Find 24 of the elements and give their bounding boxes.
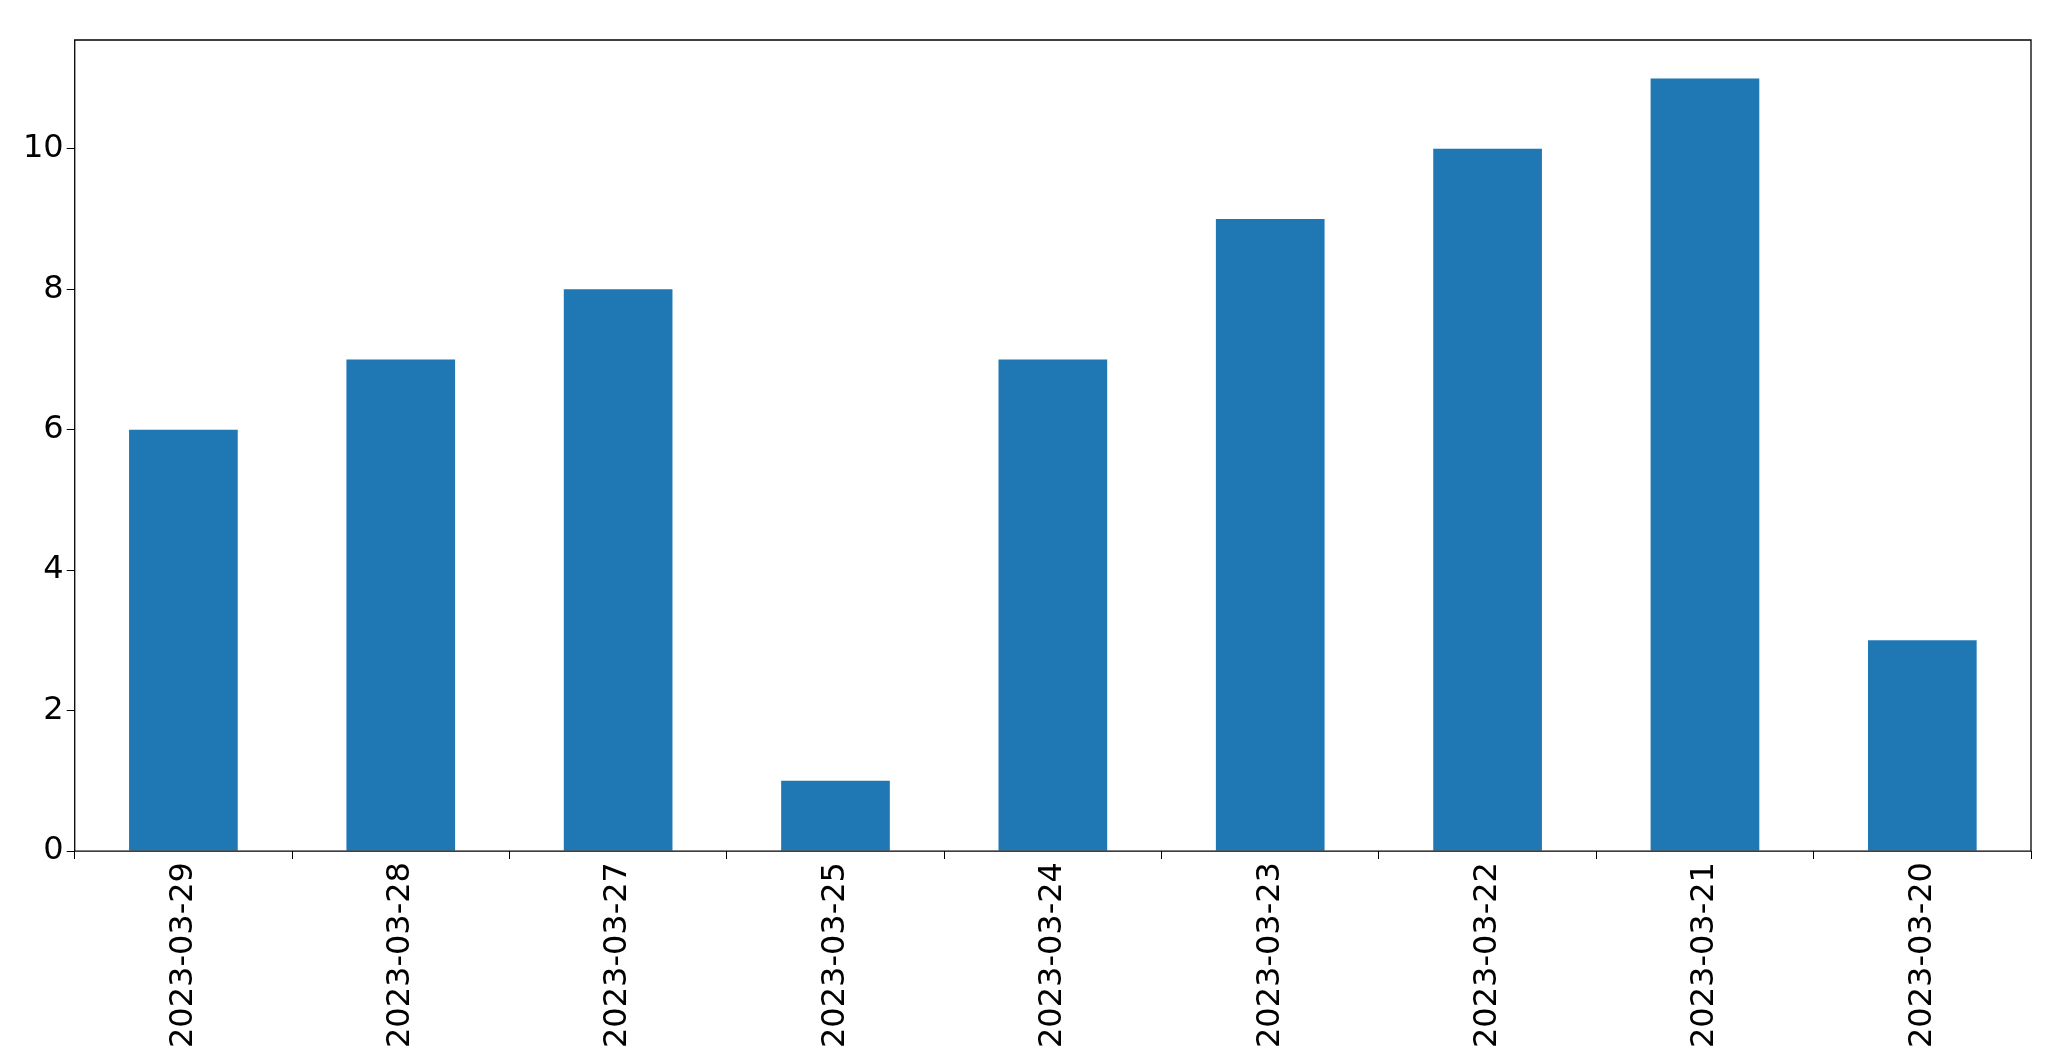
y-tick-label: 4	[43, 548, 64, 587]
x-tick-label: 2023-03-20	[1900, 862, 1939, 1048]
y-tick-label: 8	[43, 267, 64, 306]
y-tick-label: 6	[43, 408, 64, 447]
bar	[346, 359, 456, 851]
x-tick-label: 2023-03-21	[1683, 862, 1722, 1048]
x-tick-label: 2023-03-23	[1248, 862, 1287, 1048]
bar	[1215, 219, 1325, 851]
x-tick-label: 2023-03-24	[1031, 862, 1070, 1048]
y-tick-label: 0	[43, 829, 64, 868]
y-tick-label: 10	[23, 127, 64, 166]
bar	[129, 429, 238, 851]
x-tick-label: 2023-03-25	[813, 862, 852, 1048]
y-tick-label: 2	[43, 688, 64, 727]
bar	[1433, 148, 1542, 851]
bar	[563, 289, 673, 851]
x-tick-label: 2023-03-27	[596, 862, 635, 1048]
x-tick-label: 2023-03-22	[1465, 862, 1504, 1048]
bar	[998, 359, 1108, 851]
x-tick-label: 2023-03-28	[379, 862, 418, 1048]
bar	[1650, 78, 1760, 851]
x-tick-label: 2023-03-29	[161, 862, 200, 1048]
bar	[1867, 640, 1977, 851]
bar	[781, 780, 890, 851]
